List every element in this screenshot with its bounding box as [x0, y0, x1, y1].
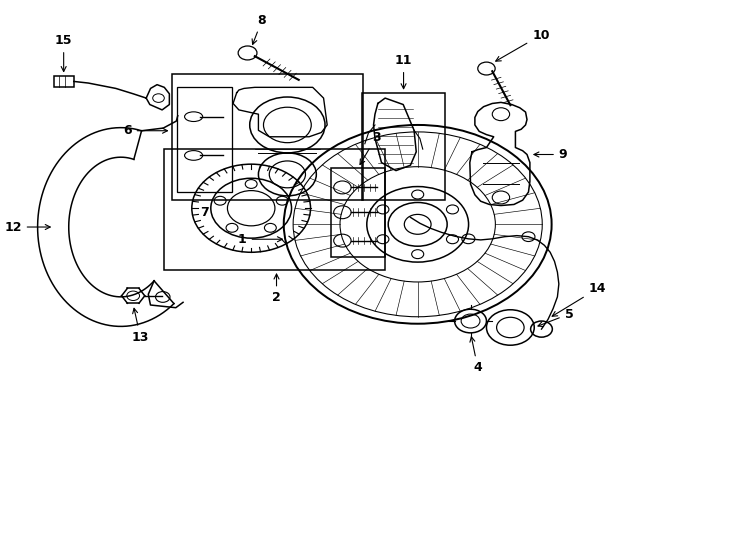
Text: 13: 13 [131, 308, 149, 343]
Text: 4: 4 [470, 337, 482, 374]
Text: 15: 15 [55, 34, 73, 71]
Text: 3: 3 [360, 131, 380, 165]
Text: 5: 5 [538, 308, 573, 327]
Text: 2: 2 [272, 274, 281, 305]
Bar [164, 149, 385, 270]
Circle shape [404, 214, 431, 234]
Text: 11: 11 [395, 54, 413, 89]
Text: 7: 7 [200, 206, 209, 219]
Text: 14: 14 [552, 282, 606, 316]
Bar [172, 74, 363, 200]
Text: 1: 1 [238, 233, 283, 246]
Bar [331, 168, 385, 256]
Bar [54, 76, 74, 87]
Text: 9: 9 [534, 148, 567, 161]
Text: 10: 10 [495, 29, 550, 61]
Text: 8: 8 [252, 14, 266, 44]
Text: 12: 12 [4, 220, 50, 233]
Text: 6: 6 [123, 124, 167, 137]
Bar [362, 93, 446, 200]
Bar [178, 87, 232, 192]
